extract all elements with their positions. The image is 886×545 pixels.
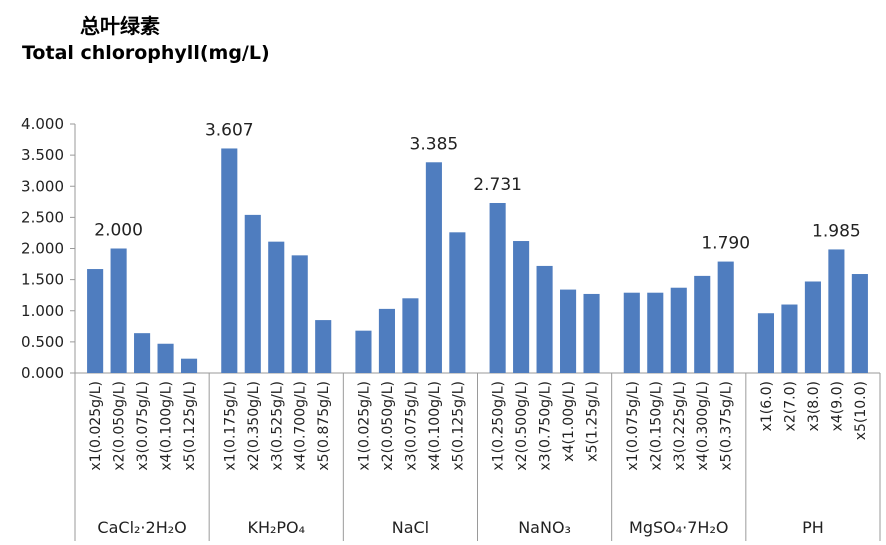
bar bbox=[157, 343, 174, 373]
category-label: x4(0.100g/L) bbox=[159, 381, 175, 471]
bar bbox=[851, 274, 868, 373]
bar bbox=[449, 232, 466, 373]
category-label: x4(1.00g/L) bbox=[561, 381, 577, 462]
bar bbox=[402, 298, 419, 373]
bar bbox=[134, 333, 151, 373]
y-axis-ticks: 0.000 0.500 1.000 1.500 2.000 2.500 3.000 3.500… bbox=[21, 115, 75, 382]
category-label: x3(0.750g/L) bbox=[538, 381, 554, 471]
group-label: KH₂PO₄ bbox=[247, 518, 305, 537]
category-labels: x1(0.025g/L) x2(0.050g/L) x3(0.075g/L) x4(0… bbox=[88, 381, 869, 471]
bar bbox=[221, 148, 238, 373]
category-label: x2(7.0) bbox=[782, 381, 798, 431]
category-label: x1(6.0) bbox=[759, 381, 775, 431]
bar bbox=[828, 249, 845, 373]
bar bbox=[355, 330, 372, 373]
category-label: x5(1.25g/L) bbox=[585, 381, 601, 462]
y-tick-label: 1.000 bbox=[21, 302, 64, 320]
y-tick-label: 1.500 bbox=[21, 271, 64, 289]
data-label: 2.731 bbox=[473, 175, 522, 195]
category-label: x4(9.0) bbox=[829, 381, 845, 431]
category-label: x1(0.075g/L) bbox=[625, 381, 641, 471]
bar bbox=[244, 214, 261, 373]
bar bbox=[110, 248, 127, 373]
category-label: x5(0.875g/L) bbox=[316, 381, 332, 471]
bar bbox=[560, 289, 577, 373]
category-label: x5(0.125g/L) bbox=[182, 381, 198, 471]
bar bbox=[717, 261, 734, 373]
bar bbox=[87, 269, 104, 373]
group-label: CaCl₂·2H₂O bbox=[97, 518, 186, 537]
category-label: x3(0.075g/L) bbox=[135, 381, 151, 471]
data-label: 1.985 bbox=[812, 221, 861, 241]
bar bbox=[757, 313, 775, 373]
data-label: 2.000 bbox=[94, 221, 143, 241]
bars bbox=[87, 148, 868, 373]
category-label: x1(0.025g/L) bbox=[88, 381, 104, 471]
bar bbox=[180, 358, 198, 373]
bar bbox=[291, 255, 308, 373]
category-label: x4(0.100g/L) bbox=[427, 381, 443, 471]
group-label: MgSO₄·7H₂O bbox=[629, 518, 728, 537]
bar bbox=[489, 202, 506, 373]
bar bbox=[315, 320, 332, 373]
bar bbox=[425, 162, 442, 373]
category-label: x3(0.525g/L) bbox=[269, 381, 285, 471]
category-label: x3(0.225g/L) bbox=[672, 381, 688, 471]
bar bbox=[647, 292, 664, 373]
category-label: x2(0.500g/L) bbox=[514, 381, 530, 471]
y-tick-label: 0.500 bbox=[21, 333, 64, 351]
category-label: x1(0.250g/L) bbox=[491, 381, 507, 471]
data-label: 1.790 bbox=[701, 234, 750, 254]
category-label: x1(0.025g/L) bbox=[356, 381, 372, 471]
category-label: x2(0.050g/L) bbox=[380, 381, 396, 471]
chart-title-english: Total chlorophyll(mg/L) bbox=[22, 42, 270, 64]
data-label: 3.385 bbox=[410, 134, 459, 154]
group-label: PH bbox=[802, 518, 824, 537]
category-label: x5(0.125g/L) bbox=[450, 381, 466, 471]
group-label: NaCl bbox=[392, 518, 429, 537]
bar bbox=[268, 241, 285, 373]
bar bbox=[694, 275, 711, 373]
bar bbox=[804, 281, 821, 373]
data-labels: 2.000 3.607 3.385 2.731 1.790 1.985 bbox=[94, 120, 860, 253]
group-label: NaNO₃ bbox=[518, 518, 571, 537]
group-labels: CaCl₂·2H₂O KH₂PO₄ NaCl NaNO₃ MgSO₄·7H₂O PH bbox=[97, 518, 823, 537]
y-tick-label: 0.000 bbox=[21, 364, 64, 382]
y-tick-label: 2.000 bbox=[21, 240, 64, 258]
chart-title-chinese: 总叶绿素 bbox=[80, 14, 160, 38]
category-label: x3(8.0) bbox=[806, 381, 822, 431]
category-label: x5(0.375g/L) bbox=[719, 381, 735, 471]
bar bbox=[781, 304, 798, 373]
category-label: x2(0.150g/L) bbox=[648, 381, 664, 471]
category-label: x5(10.0) bbox=[853, 381, 869, 440]
bar bbox=[513, 241, 530, 373]
y-tick-label: 3.000 bbox=[21, 177, 64, 195]
bar bbox=[583, 293, 600, 373]
category-label: x3(0.075g/L) bbox=[403, 381, 419, 471]
bar bbox=[536, 265, 553, 373]
category-label: x4(0.300g/L) bbox=[695, 381, 711, 471]
data-label: 3.607 bbox=[205, 120, 254, 140]
bar bbox=[623, 292, 640, 373]
category-label: x2(0.350g/L) bbox=[246, 381, 262, 471]
bar bbox=[378, 308, 395, 373]
y-tick-label: 3.500 bbox=[21, 146, 64, 164]
category-label: x2(0.050g/L) bbox=[112, 381, 128, 471]
y-tick-label: 2.500 bbox=[21, 208, 64, 226]
category-label: x1(0.175g/L) bbox=[222, 381, 238, 471]
category-label: x4(0.700g/L) bbox=[293, 381, 309, 471]
bar bbox=[670, 287, 687, 373]
y-tick-label: 4.000 bbox=[21, 115, 64, 133]
